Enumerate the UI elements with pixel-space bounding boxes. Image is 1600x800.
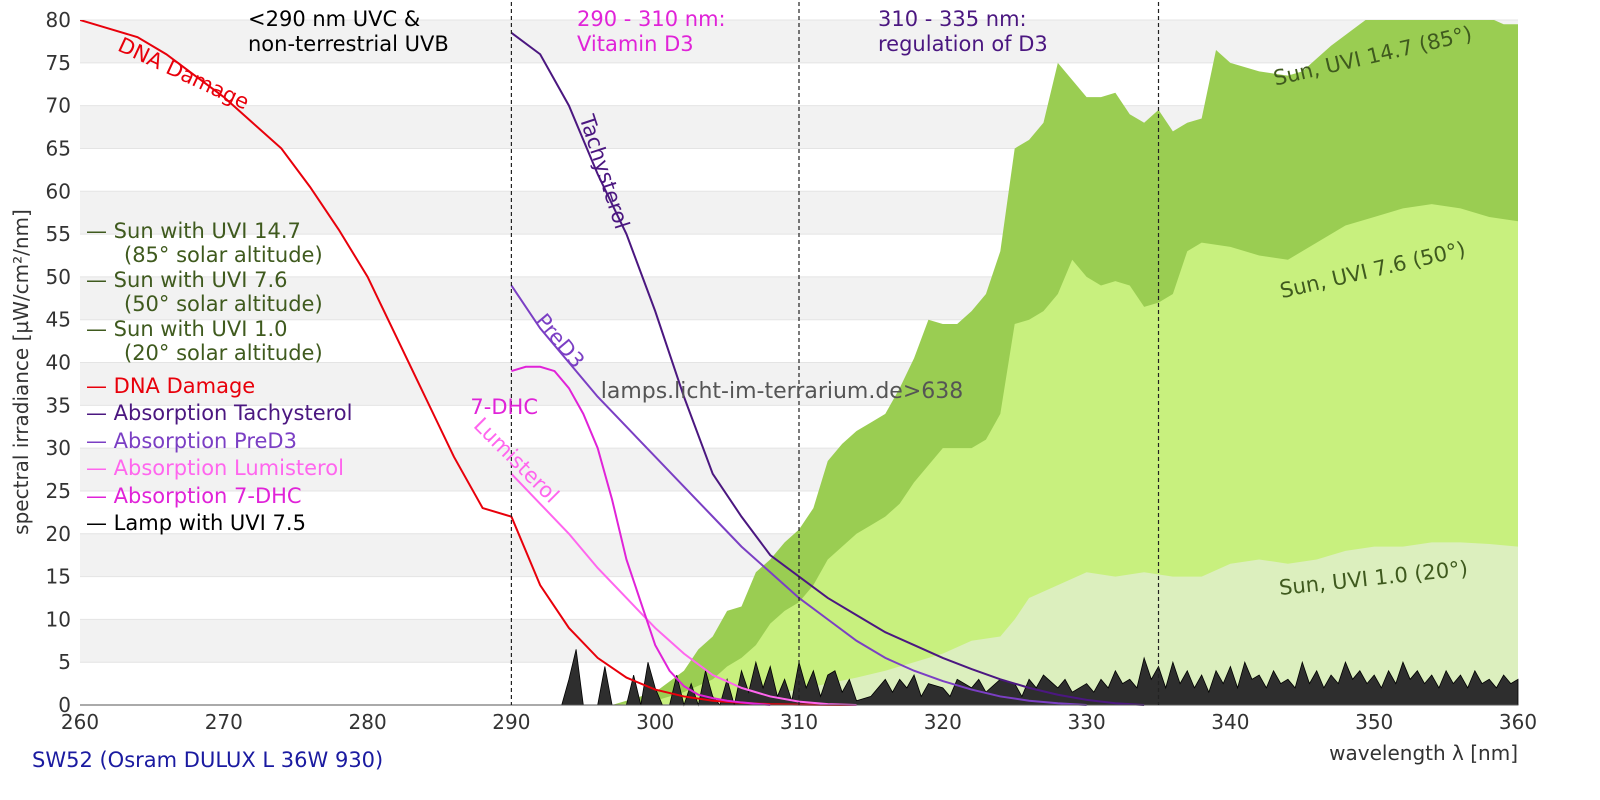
region-label: 290 - 310 nm: (577, 7, 726, 31)
x-tick-label: 330 (1068, 710, 1106, 734)
y-tick-label: 70 (46, 94, 71, 118)
y-tick-label: 75 (46, 51, 71, 75)
x-tick-label: 320 (924, 710, 962, 734)
series-line-dna-damage (80, 20, 857, 706)
region-label: regulation of D3 (878, 32, 1048, 56)
region-label: Vitamin D3 (577, 32, 694, 56)
x-tick-label: 290 (492, 710, 530, 734)
region-label: non-terrestrial UVB (248, 32, 449, 56)
x-tick-label: 300 (636, 710, 674, 734)
series-line-absorption-tachysterol (510, 32, 1145, 706)
legend: — Sun with UVI 14.7(85° solar altitude)—… (86, 219, 352, 535)
x-tick-labels: 260 270 280 290 300 310 320 330 340 350 360 (61, 710, 1537, 734)
y-tick-labels: 0 5 10 15 20 25 30 35 40 45 50 55 60 65 70 75 80 (46, 8, 71, 717)
region-label: 310 - 335 nm: (878, 7, 1027, 31)
legend-entry: (50° solar altitude) (124, 292, 323, 316)
y-tick-label: 80 (46, 8, 71, 32)
y-tick-label: 55 (46, 222, 71, 246)
y-tick-label: 20 (46, 522, 71, 546)
region-labels: <290 nm UVC &non-terrestrial UVB 290 - 31… (248, 7, 1048, 56)
series-area-lamp-with-uvi-7-5 (561, 649, 1519, 707)
legend-entry: — Absorption 7-DHC (86, 484, 302, 508)
legend-entry: — Absorption PreD3 (86, 429, 297, 453)
watermark: lamps.licht-im-terrarium.de>638 (601, 379, 964, 404)
y-tick-label: 10 (46, 607, 71, 631)
x-tick-label: 260 (61, 710, 99, 734)
legend-entry: — Absorption Tachysterol (86, 401, 352, 425)
y-tick-label: 0 (58, 693, 71, 717)
y-tick-label: 50 (46, 265, 71, 289)
legend-entry: (20° solar altitude) (124, 341, 323, 365)
y-tick-label: 40 (46, 351, 71, 375)
legend-entry: — Sun with UVI 7.6 (86, 268, 288, 292)
grid-band (80, 20, 1518, 63)
x-tick-label: 360 (1499, 710, 1537, 734)
lamp-area (561, 649, 1519, 707)
legend-entry: — Sun with UVI 1.0 (86, 317, 288, 341)
y-tick-label: 30 (46, 436, 71, 460)
y-tick-label: 25 (46, 479, 71, 503)
y-axis-title: spectral irradiance [µW/cm²/nm] (9, 209, 33, 535)
series-label-absorption-7-dhc: 7-DHC (470, 395, 538, 419)
legend-entry: — Lamp with UVI 7.5 (86, 511, 306, 535)
lamp-name: SW52 (Osram DULUX L 36W 930) (32, 748, 383, 772)
y-tick-label: 5 (58, 650, 71, 674)
absorption-lines (80, 20, 1145, 706)
y-tick-label: 45 (46, 308, 71, 332)
x-tick-label: 340 (1211, 710, 1249, 734)
region-dividers (80, 2, 1518, 706)
legend-entry: — DNA Damage (86, 374, 255, 398)
x-tick-label: 310 (780, 710, 818, 734)
x-tick-label: 270 (205, 710, 243, 734)
y-tick-label: 65 (46, 136, 71, 160)
series-line-absorption-lumisterol (510, 473, 857, 706)
series-line-absorption-7-dhc (511, 365, 771, 706)
legend-entry: — Absorption Lumisterol (86, 456, 344, 480)
y-tick-label: 35 (46, 393, 71, 417)
x-tick-label: 280 (349, 710, 387, 734)
x-tick-label: 350 (1355, 710, 1393, 734)
region-label: <290 nm UVC & (248, 7, 420, 31)
x-axis-title: wavelength λ [nm] (1329, 741, 1518, 765)
y-tick-label: 15 (46, 565, 71, 589)
legend-entry: — Sun with UVI 14.7 (86, 219, 301, 243)
y-tick-label: 60 (46, 179, 71, 203)
legend-entry: (85° solar altitude) (124, 243, 323, 267)
